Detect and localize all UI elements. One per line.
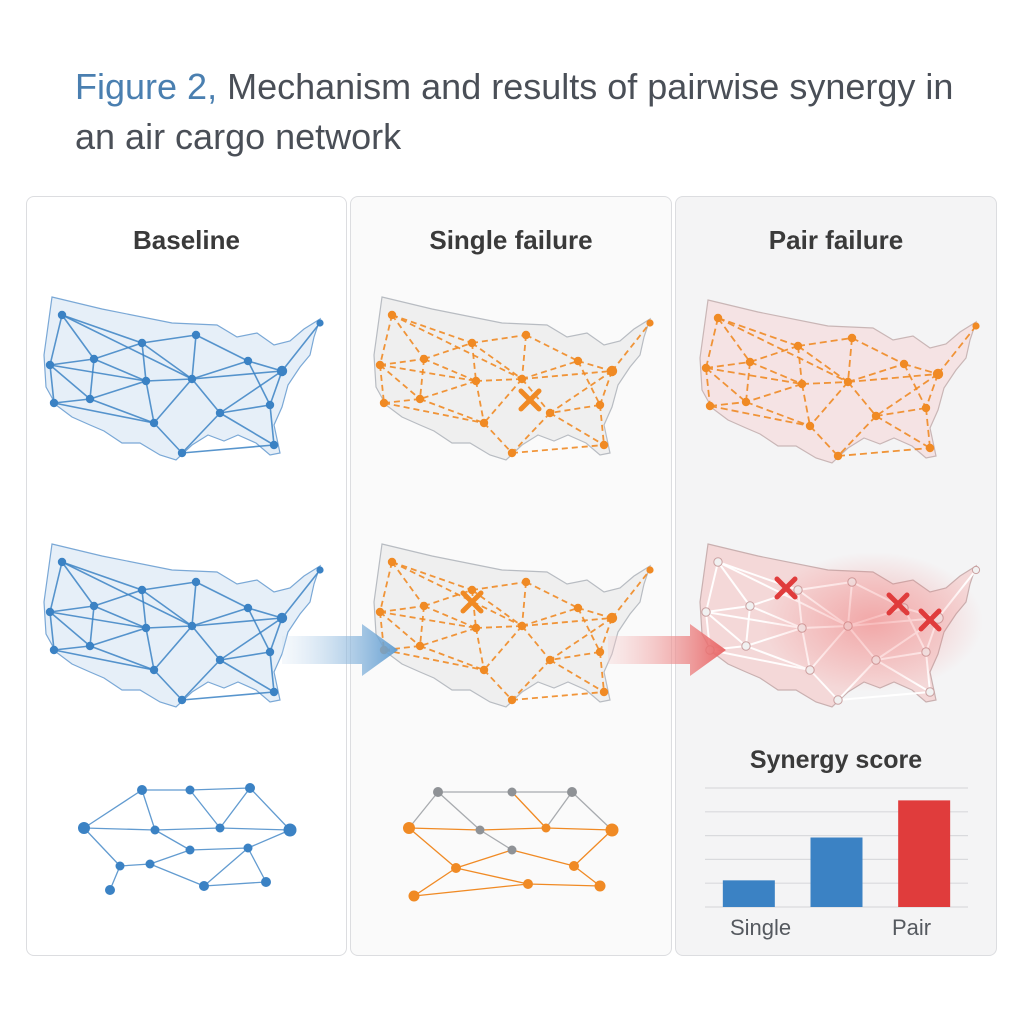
single-failure-map-top: [374, 297, 654, 460]
figure-title-text: Mechanism and results of pairwise synerg…: [75, 66, 954, 157]
panel-title-pair-failure: Pair failure: [768, 225, 904, 255]
single-failure-abstract-network: [403, 787, 619, 902]
synergy-bar-pair: [898, 800, 951, 907]
synergy-chart-bars: [722, 800, 951, 907]
panel-title-baseline: Baseline: [133, 225, 240, 255]
panel-title-single-failure: Single failure: [429, 225, 593, 255]
baseline-map-top: [44, 297, 324, 460]
baseline-abstract-network: [78, 783, 297, 895]
figure-title: Figure 2, Mechanism and results of pairw…: [75, 62, 975, 162]
transition-arrow-red: [608, 624, 726, 676]
x-tick-label-pair: Pair: [892, 915, 932, 940]
pair-failure-map-middle: [700, 544, 983, 707]
single-failure-map-middle: [374, 544, 654, 707]
figure-label: Figure 2,: [75, 66, 218, 107]
pair-failure-map-top: [700, 300, 980, 463]
x-tick-label-single: Single: [730, 915, 792, 940]
synergy-bar-single: [722, 880, 775, 907]
synergy-chart-title: Synergy score: [749, 746, 923, 774]
synergy-bar-middle: [810, 837, 863, 907]
baseline-map-middle: [44, 544, 324, 707]
synergy-chart: [705, 787, 968, 908]
transition-arrow-blue: [282, 624, 398, 676]
